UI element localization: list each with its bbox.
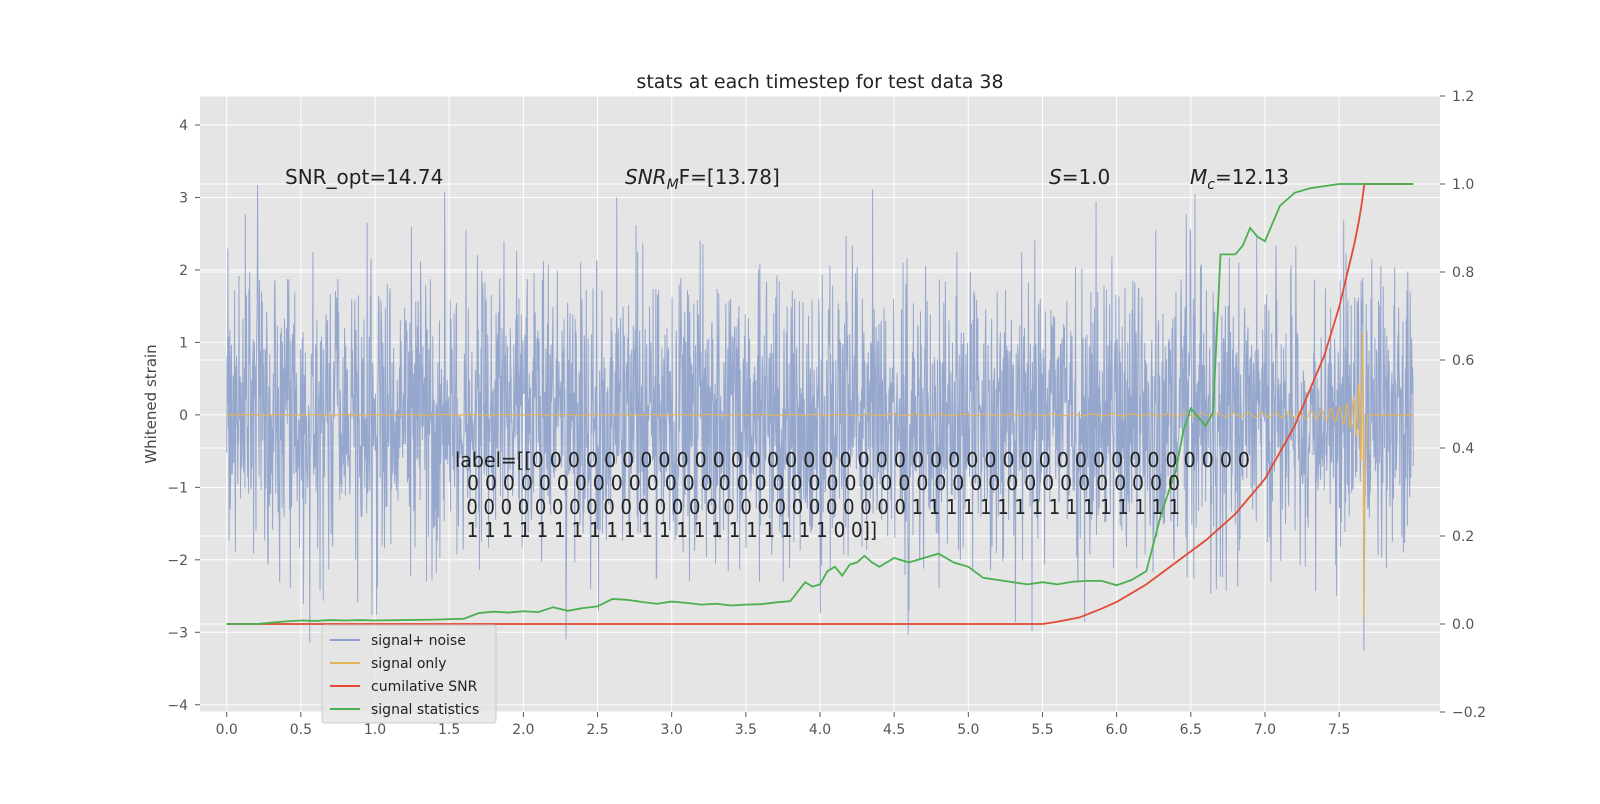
y-tick-label: −2 <box>167 553 188 569</box>
annotation-snr-opt: SNR_opt=14.74 <box>285 165 443 189</box>
x-tick-label: 2.5 <box>586 722 608 738</box>
y2-tick-label: 1.0 <box>1452 177 1474 193</box>
legend-label-stats: signal statistics <box>371 702 479 718</box>
annotation-snr-mf-sub: M <box>667 177 679 193</box>
y2-tick-label: 0.2 <box>1452 529 1474 545</box>
x-tick-label: 5.5 <box>1031 722 1053 738</box>
y-tick-label: 3 <box>179 190 188 206</box>
series-cumulative-snr <box>226 183 1414 625</box>
y-tick-label: 1 <box>179 335 188 351</box>
annotation-snr-mf-main: SNR <box>625 165 667 189</box>
x-tick-label: 7.0 <box>1254 722 1276 738</box>
series-signal-only <box>226 331 1414 617</box>
annotation-snr-mf-rest: F=[13.78] <box>679 165 780 189</box>
series-signal-plus-noise <box>226 185 1414 652</box>
x-tick-label: 7.5 <box>1328 722 1350 738</box>
annotation-snr-mf: SNRMF=[13.78] <box>625 165 780 193</box>
annotation-s: S=1.0 <box>1049 165 1110 189</box>
cumulative-snr-line <box>226 183 1414 625</box>
legend: signal+ noise signal only cumilative SNR… <box>321 624 497 724</box>
annotation-s-label: S <box>1049 165 1062 189</box>
y-tick-label: 2 <box>179 263 188 279</box>
y2-tick-label: 0.8 <box>1452 265 1474 281</box>
y-axis-label: Whitened strain <box>142 344 160 463</box>
x-tick-label: 3.5 <box>735 722 757 738</box>
label-line-4: 1 1 1 1 1 1 1 1 1 1 1 1 1 1 1 1 1 1 1 1 … <box>455 518 877 542</box>
y-tick-label: 4 <box>179 118 188 134</box>
series-signal-statistics <box>226 183 1414 625</box>
y2-tick-label: 0.0 <box>1452 617 1474 633</box>
y-axis-left: −4 −3 −2 −1 0 1 2 3 4 <box>167 118 200 714</box>
x-tick-label: 3.0 <box>661 722 683 738</box>
annotation-mc-sub: c <box>1207 177 1215 193</box>
x-tick-label: 1.5 <box>438 722 460 738</box>
legend-label-signal: signal only <box>371 656 446 672</box>
x-tick-label: 1.0 <box>364 722 386 738</box>
y2-tick-label: 0.6 <box>1452 353 1474 369</box>
y-tick-label: −1 <box>167 480 188 496</box>
label-line-3: 0 0 0 0 0 0 0 0 0 0 0 0 0 0 0 0 0 0 0 0 … <box>455 495 1180 519</box>
annotation-s-value: =1.0 <box>1062 165 1111 189</box>
x-tick-label: 4.0 <box>809 722 831 738</box>
y-tick-label: −3 <box>167 625 188 641</box>
signal-statistics-line <box>226 183 1414 625</box>
y-tick-label: −4 <box>167 698 188 714</box>
x-tick-label: 6.0 <box>1106 722 1128 738</box>
x-tick-label: 0.5 <box>290 722 312 738</box>
x-axis: 0.0 0.5 1.0 1.5 2.0 2.5 3.0 3.5 4.0 4.5 5.0 5.5 6.0 6… <box>216 712 1350 738</box>
annotation-mc-label: M <box>1190 165 1207 189</box>
x-tick-label: 5.0 <box>957 722 979 738</box>
y-axis-right: −0.2 0.0 0.2 0.4 0.6 0.8 1.0 1.2 <box>1440 89 1486 721</box>
y2-tick-label: 1.2 <box>1452 89 1474 105</box>
legend-label-noise: signal+ noise <box>371 633 466 649</box>
annotation-label-array: label=[[0 0 0 0 0 0 0 0 0 0 0 0 0 0 0 0 … <box>455 448 1250 542</box>
annotation-mc-value: =12.13 <box>1215 165 1289 189</box>
y2-tick-label: 0.4 <box>1452 441 1474 457</box>
legend-box <box>321 624 497 724</box>
x-tick-label: 6.5 <box>1180 722 1202 738</box>
annotation-mc: Mc=12.13 <box>1190 165 1289 193</box>
label-line-1: label=[[0 0 0 0 0 0 0 0 0 0 0 0 0 0 0 0 … <box>455 448 1250 472</box>
y2-tick-label: −0.2 <box>1452 705 1486 721</box>
noise-line <box>226 185 1414 652</box>
x-tick-label: 2.0 <box>512 722 534 738</box>
signal-line <box>226 331 1414 617</box>
x-tick-label: 4.5 <box>883 722 905 738</box>
legend-label-snr: cumilative SNR <box>371 679 478 695</box>
y-tick-label: 0 <box>179 408 188 424</box>
label-line-2: 0 0 0 0 0 0 0 0 0 0 0 0 0 0 0 0 0 0 0 0 … <box>455 471 1180 495</box>
x-tick-label: 0.0 <box>216 722 238 738</box>
chart-title: stats at each timestep for test data 38 <box>636 71 1003 93</box>
